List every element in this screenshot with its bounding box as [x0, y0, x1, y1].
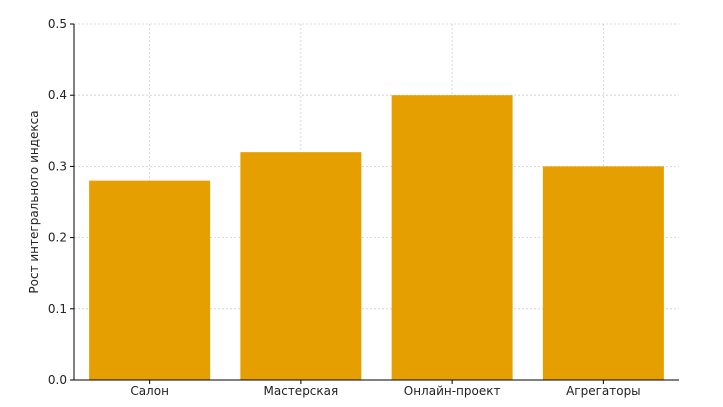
bar	[89, 180, 211, 380]
x-tick-label: Агрегаторы	[566, 384, 641, 398]
y-tick-label: 0.5	[48, 17, 67, 31]
y-tick-label: 0.4	[48, 88, 67, 102]
y-ticks: 0.0 0.1 0.2 0.3 0.4 0.5	[48, 17, 74, 387]
bar	[391, 95, 513, 380]
x-tick-label: Мастерская	[264, 384, 339, 398]
bar	[542, 166, 664, 380]
x-ticks: Салон Мастерская Онлайн-проект Агрегаторы	[130, 380, 641, 398]
x-tick-label: Салон	[130, 384, 169, 398]
y-axis-title: Рост интегрального индекса	[27, 110, 41, 293]
x-tick-label: Онлайн-проект	[404, 384, 501, 398]
y-tick-label: 0.0	[48, 373, 67, 387]
y-tick-label: 0.3	[48, 159, 67, 173]
bars	[89, 95, 664, 380]
axes	[73, 24, 679, 381]
bar	[240, 152, 362, 380]
y-tick-label: 0.1	[48, 302, 67, 316]
y-tick-label: 0.2	[48, 231, 67, 245]
